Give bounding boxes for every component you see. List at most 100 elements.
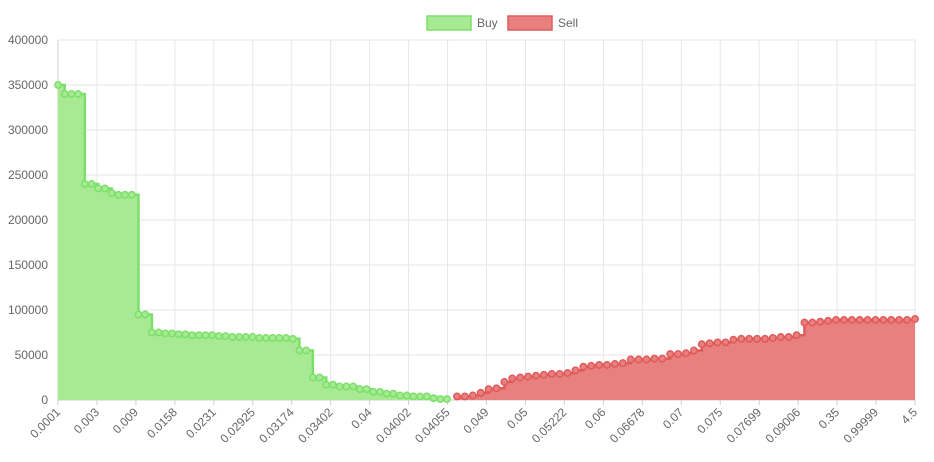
x-tick-label: 0.02925	[217, 405, 258, 446]
data-point-sell	[816, 317, 825, 326]
data-point-sell	[768, 333, 777, 342]
data-point-sell	[563, 369, 572, 377]
data-point-sell	[524, 372, 533, 381]
data-point-buy	[74, 90, 83, 98]
data-point-sell	[618, 359, 627, 368]
data-point-sell	[579, 362, 588, 371]
y-tick-label: 150000	[8, 258, 48, 272]
data-point-buy	[295, 346, 304, 355]
data-point-sell	[453, 392, 461, 401]
legend-label-buy: Buy	[477, 16, 498, 30]
data-point-sell	[626, 355, 635, 364]
data-point-sell	[800, 318, 809, 327]
data-point-buy	[94, 184, 103, 193]
data-point-sell	[516, 373, 525, 382]
x-tick-label: 0.04002	[373, 405, 414, 446]
data-point-buy	[67, 90, 76, 98]
data-point-sell	[863, 315, 872, 324]
x-tick-label: 0.03402	[295, 405, 336, 446]
x-tick-label: 0.07699	[724, 405, 765, 446]
y-tick-label: 250000	[8, 168, 48, 182]
data-point-sell	[500, 378, 509, 386]
data-point-buy	[201, 331, 210, 340]
data-point-sell	[508, 374, 517, 383]
y-tick-label: 400000	[8, 33, 48, 47]
data-point-sell	[697, 340, 706, 349]
x-tick-label: 0.0001	[27, 405, 63, 441]
data-point-buy	[114, 190, 123, 199]
y-tick-label: 50000	[15, 348, 49, 362]
data-point-sell	[610, 360, 619, 368]
data-point-sell	[532, 371, 540, 380]
y-tick-label: 300000	[8, 123, 48, 137]
data-point-sell	[555, 369, 564, 378]
data-point-buy	[54, 81, 62, 89]
data-point-sell	[839, 315, 848, 324]
data-point-buy	[308, 373, 317, 382]
data-point-buy	[422, 392, 431, 401]
data-point-sell	[729, 335, 738, 344]
data-point-sell	[595, 360, 604, 369]
data-point-sell	[879, 315, 888, 324]
data-point-buy	[355, 385, 364, 394]
data-point-sell	[658, 354, 667, 363]
x-tick-label: 0.07	[660, 405, 687, 432]
series-points	[54, 81, 919, 404]
data-point-buy	[443, 395, 451, 404]
data-point-sell	[895, 315, 904, 324]
data-point-buy	[221, 332, 230, 341]
data-point-buy	[268, 333, 277, 342]
data-point-buy	[235, 333, 244, 341]
data-point-sell	[603, 360, 611, 369]
x-tick-label: 0.09006	[763, 405, 804, 446]
data-point-buy	[342, 382, 351, 391]
y-tick-label: 100000	[8, 303, 48, 317]
x-tick-label: 0.05222	[529, 405, 570, 446]
data-point-buy	[215, 332, 223, 341]
data-point-buy	[181, 330, 190, 339]
data-point-buy	[302, 346, 311, 355]
data-point-sell	[847, 315, 856, 324]
data-point-sell	[871, 315, 880, 324]
data-point-sell	[539, 370, 548, 379]
x-tick-label: 0.04	[348, 405, 375, 432]
data-point-sell	[737, 334, 746, 343]
data-point-sell	[484, 385, 493, 394]
data-point-buy	[429, 394, 438, 403]
data-point-buy	[228, 333, 237, 341]
data-point-buy	[396, 391, 405, 400]
data-point-sell	[824, 316, 833, 325]
data-point-sell	[745, 334, 754, 343]
legend[interactable]: Buy Sell	[426, 15, 578, 31]
data-point-buy	[100, 184, 109, 193]
data-point-buy	[255, 333, 264, 342]
data-point-sell	[792, 331, 801, 340]
data-point-buy	[315, 373, 324, 382]
x-tick-label: 0.049	[460, 405, 491, 436]
data-point-buy	[375, 387, 384, 396]
data-point-sell	[468, 391, 477, 400]
x-tick-label: 0.0158	[144, 405, 180, 441]
legend-item-buy[interactable]: Buy	[426, 15, 498, 31]
y-tick-label: 0	[41, 393, 48, 407]
data-point-sell	[571, 366, 580, 375]
data-point-sell	[776, 333, 785, 341]
data-point-buy	[241, 333, 250, 341]
data-point-buy	[275, 333, 284, 342]
legend-label-sell: Sell	[558, 16, 578, 30]
data-point-buy	[382, 389, 391, 398]
legend-item-sell[interactable]: Sell	[507, 15, 578, 31]
data-point-buy	[194, 331, 203, 340]
data-point-buy	[282, 333, 290, 342]
data-point-buy	[80, 180, 89, 188]
data-point-buy	[154, 328, 163, 337]
x-tick-label: 0.0231	[183, 405, 219, 441]
data-point-sell	[547, 369, 556, 378]
series-area-sell	[457, 319, 915, 400]
x-tick-label: 0.99999	[841, 405, 882, 446]
data-point-buy	[322, 380, 331, 389]
data-point-sell	[911, 315, 919, 323]
data-point-buy	[147, 328, 156, 337]
data-point-sell	[721, 338, 730, 347]
